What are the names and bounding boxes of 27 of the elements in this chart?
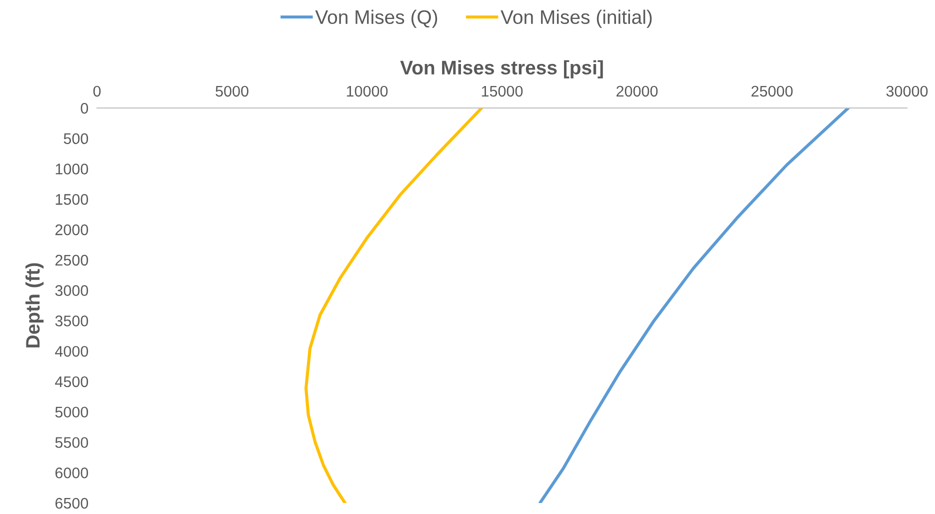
legend-label: Von Mises (Q) — [315, 10, 438, 28]
y-tick-label: 2500 — [55, 254, 88, 266]
y-tick-label: 1000 — [56, 164, 88, 174]
y-tick-label: 6000 — [55, 467, 88, 478]
line-series — [538, 108, 850, 503]
y-tick-label: 500 — [64, 133, 88, 144]
x-tick-label: 0 — [93, 86, 101, 97]
y-tick-label: 4000 — [55, 346, 88, 357]
x-tick-label: 30000 — [886, 86, 928, 97]
y-tick-label: 2000 — [55, 224, 88, 236]
y-tick-label: 5500 — [55, 437, 88, 448]
x-tick-label: 20000 — [616, 86, 658, 97]
x-tick-label: 10000 — [346, 86, 388, 97]
y-tick-label: 3500 — [55, 316, 88, 326]
y-tick-label: 6500 — [55, 498, 88, 509]
y-tick-label: 3000 — [55, 285, 88, 296]
x-axis-title: Von Mises stress [psi] — [400, 60, 603, 78]
y-tick-label: 5000 — [55, 406, 88, 418]
y-tick-label: 4500 — [55, 376, 88, 388]
y-axis-title: Depth (ft) — [25, 263, 44, 348]
x-tick-label: 15000 — [482, 86, 523, 97]
x-tick-label: 5000 — [216, 86, 248, 97]
y-tick-label: 0 — [80, 102, 88, 114]
line-series — [304, 108, 484, 503]
legend-label: Von Mises (initial) — [500, 10, 652, 28]
y-tick-label: 1500 — [56, 194, 88, 205]
x-tick-label: 25000 — [752, 86, 793, 97]
